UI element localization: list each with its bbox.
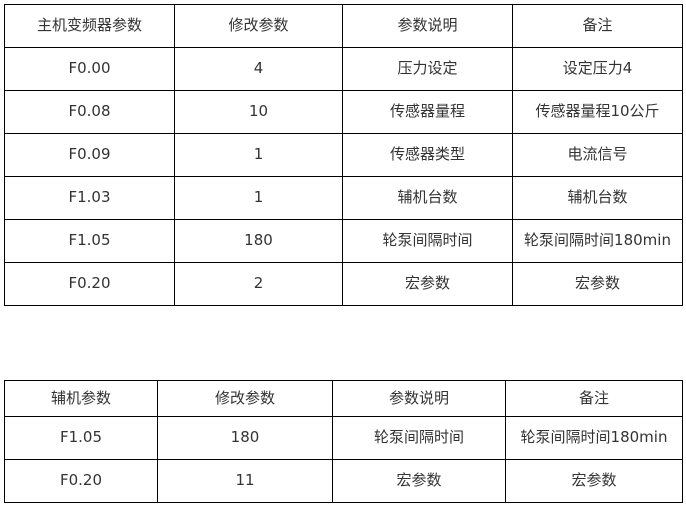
cell: 轮泵间隔时间180min bbox=[505, 416, 683, 460]
cell: 电流信号 bbox=[512, 133, 683, 177]
cell: F0.00 bbox=[4, 47, 175, 91]
host-inverter-params-table: 主机变频器参数 修改参数 参数说明 备注 F0.00 4 压力设定 设定压力4 … bbox=[4, 4, 683, 306]
cell: 4 bbox=[174, 47, 343, 91]
auxiliary-params-table: 辅机参数 修改参数 参数说明 备注 F1.05 180 轮泵间隔时间 轮泵间隔时… bbox=[4, 380, 683, 503]
header-cell: 备注 bbox=[505, 380, 683, 417]
cell: 宏参数 bbox=[505, 459, 683, 503]
header-cell: 辅机参数 bbox=[4, 380, 158, 417]
cell: F0.20 bbox=[4, 262, 175, 306]
table-row: F0.09 1 传感器类型 电流信号 bbox=[4, 133, 683, 177]
table-header-row: 主机变频器参数 修改参数 参数说明 备注 bbox=[4, 4, 683, 48]
table-row: F1.05 180 轮泵间隔时间 轮泵间隔时间180min bbox=[4, 219, 683, 263]
cell: 轮泵间隔时间 bbox=[332, 416, 506, 460]
cell: 传感器量程 bbox=[342, 90, 513, 134]
cell: 传感器类型 bbox=[342, 133, 513, 177]
cell: 轮泵间隔时间 bbox=[342, 219, 513, 263]
cell: 180 bbox=[174, 219, 343, 263]
cell: 180 bbox=[157, 416, 333, 460]
cell: 10 bbox=[174, 90, 343, 134]
table-header-row: 辅机参数 修改参数 参数说明 备注 bbox=[4, 380, 683, 417]
table-row: F1.05 180 轮泵间隔时间 轮泵间隔时间180min bbox=[4, 416, 683, 460]
header-cell: 备注 bbox=[512, 4, 683, 48]
header-cell: 参数说明 bbox=[332, 380, 506, 417]
cell: 传感器量程10公斤 bbox=[512, 90, 683, 134]
cell: 宏参数 bbox=[332, 459, 506, 503]
cell: 宏参数 bbox=[342, 262, 513, 306]
header-cell: 主机变频器参数 bbox=[4, 4, 175, 48]
table-row: F0.20 2 宏参数 宏参数 bbox=[4, 262, 683, 306]
cell: F0.20 bbox=[4, 459, 158, 503]
cell: F1.05 bbox=[4, 219, 175, 263]
cell: 辅机台数 bbox=[342, 176, 513, 220]
cell: 宏参数 bbox=[512, 262, 683, 306]
table-row: F0.08 10 传感器量程 传感器量程10公斤 bbox=[4, 90, 683, 134]
header-cell: 修改参数 bbox=[157, 380, 333, 417]
cell: 压力设定 bbox=[342, 47, 513, 91]
cell: F1.03 bbox=[4, 176, 175, 220]
table-row: F1.03 1 辅机台数 辅机台数 bbox=[4, 176, 683, 220]
table-row: F0.20 11 宏参数 宏参数 bbox=[4, 459, 683, 503]
cell: 辅机台数 bbox=[512, 176, 683, 220]
cell: 1 bbox=[174, 133, 343, 177]
cell: 11 bbox=[157, 459, 333, 503]
cell: F1.05 bbox=[4, 416, 158, 460]
cell: F0.09 bbox=[4, 133, 175, 177]
header-cell: 参数说明 bbox=[342, 4, 513, 48]
header-cell: 修改参数 bbox=[174, 4, 343, 48]
cell: F0.08 bbox=[4, 90, 175, 134]
cell: 1 bbox=[174, 176, 343, 220]
cell: 设定压力4 bbox=[512, 47, 683, 91]
cell: 2 bbox=[174, 262, 343, 306]
cell: 轮泵间隔时间180min bbox=[512, 219, 683, 263]
table-row: F0.00 4 压力设定 设定压力4 bbox=[4, 47, 683, 91]
